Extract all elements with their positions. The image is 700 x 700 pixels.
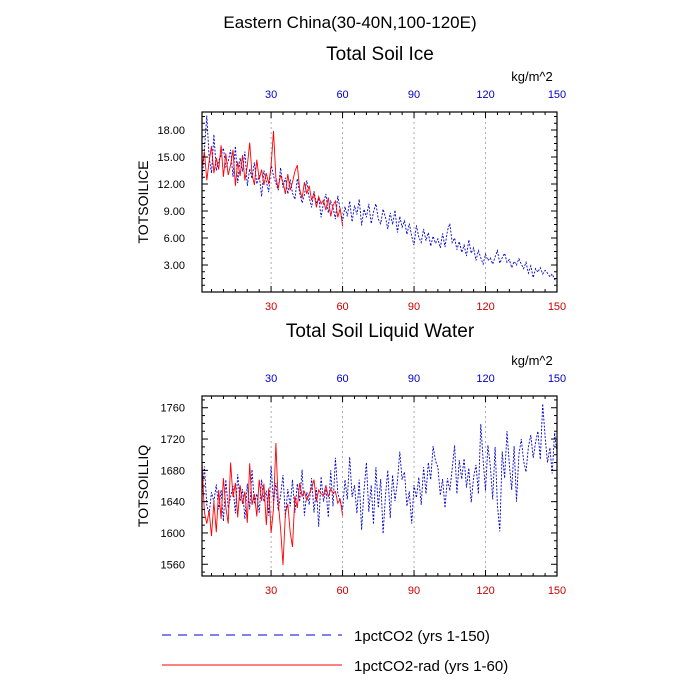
legend-label-1pctco2: 1pctCO2 (yrs 1-150) xyxy=(354,628,490,645)
x-tick-label-bottom: 120 xyxy=(476,301,494,313)
series-line-1pctco2 xyxy=(201,115,558,282)
y-tick-label: 18.00 xyxy=(157,125,185,137)
legend: 1pctCO2 (yrs 1-150) 1pctCO2-rad (yrs 1-6… xyxy=(162,628,508,675)
series-line-1pctco2 xyxy=(201,403,558,534)
y-tick-label: 15.00 xyxy=(157,152,185,164)
y-tick-label: 1680 xyxy=(161,465,185,477)
y-tick-label: 9.00 xyxy=(164,206,185,218)
x-tick-label-top: 90 xyxy=(408,373,420,385)
x-tick-label-bottom: 90 xyxy=(408,301,420,313)
series-line-1pctco2-rad xyxy=(201,130,344,227)
units-label: kg/m^2 xyxy=(511,69,553,84)
legend-label-1pctco2-rad: 1pctCO2-rad (yrs 1-60) xyxy=(354,658,508,675)
x-tick-label-top: 150 xyxy=(548,89,566,101)
x-tick-label-bottom: 90 xyxy=(408,585,420,597)
x-tick-label-bottom: 30 xyxy=(265,585,277,597)
units-label: kg/m^2 xyxy=(511,353,553,368)
y-tick-label: 12.00 xyxy=(157,179,185,191)
x-tick-label-top: 90 xyxy=(408,89,420,101)
y-tick-label: 3.00 xyxy=(164,260,185,272)
plot-frame xyxy=(201,111,558,293)
figure-title: Eastern China(30-40N,100-120E) xyxy=(223,13,476,32)
x-tick-label-top: 30 xyxy=(265,89,277,101)
x-tick-label-top: 60 xyxy=(336,373,348,385)
x-tick-label-bottom: 60 xyxy=(336,301,348,313)
y-axis-label: TOTSOILICE xyxy=(135,161,151,244)
x-tick-label-bottom: 150 xyxy=(548,301,566,313)
y-axis-label: TOTSOILLIQ xyxy=(135,445,151,527)
y-tick-label: 1560 xyxy=(161,559,185,571)
panel-total-soil-liquid-water: Total Soil Liquid Water kg/m^2 30 30 60 60 90 9… xyxy=(135,321,566,597)
y-tick-label: 1760 xyxy=(161,403,185,415)
x-tick-label-bottom: 120 xyxy=(476,585,494,597)
y-tick-label: 1720 xyxy=(161,434,185,446)
x-tick-label-top: 120 xyxy=(476,373,494,385)
x-tick-label-bottom: 150 xyxy=(548,585,566,597)
x-tick-label-top: 30 xyxy=(265,373,277,385)
y-tick-label: 1600 xyxy=(161,528,185,540)
plot-frame xyxy=(201,395,558,577)
x-tick-label-top: 120 xyxy=(476,89,494,101)
panel-title: Total Soil Ice xyxy=(326,44,434,65)
panel-total-soil-ice: Total Soil Ice kg/m^2 30 30 60 60 90 90 120 120 15… xyxy=(135,44,566,313)
y-tick-label: 6.00 xyxy=(164,233,185,245)
x-tick-label-bottom: 30 xyxy=(265,301,277,313)
panel-title: Total Soil Liquid Water xyxy=(286,321,475,342)
x-tick-label-top: 150 xyxy=(548,373,566,385)
x-tick-label-bottom: 60 xyxy=(336,585,348,597)
x-tick-label-top: 60 xyxy=(336,89,348,101)
y-tick-label: 1640 xyxy=(161,497,185,509)
series-line-1pctco2-rad xyxy=(201,442,344,566)
